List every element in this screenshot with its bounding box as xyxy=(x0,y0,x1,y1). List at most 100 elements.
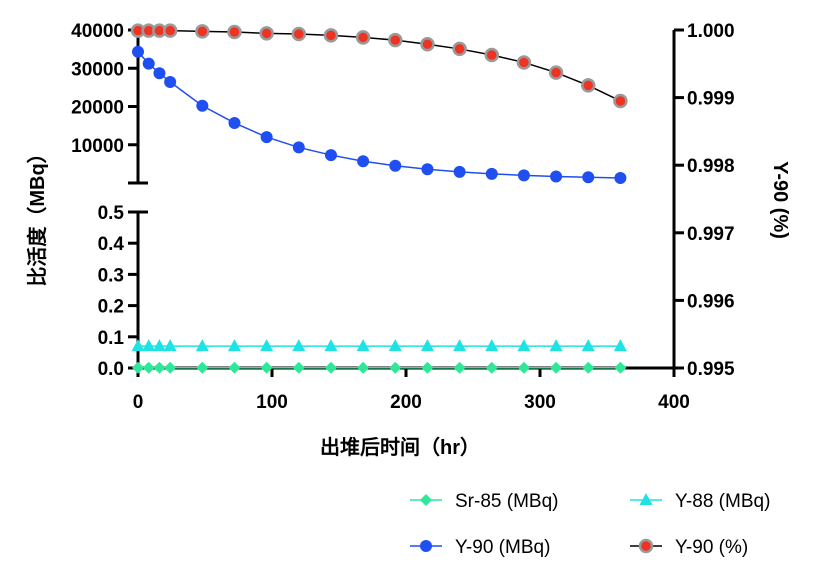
data-point xyxy=(582,361,595,374)
data-point xyxy=(453,339,467,352)
right-y-axis-title: Y-90 (%) xyxy=(769,161,791,239)
data-point xyxy=(164,76,177,89)
legend-marker xyxy=(639,493,653,505)
data-point xyxy=(260,131,273,144)
legend-marker xyxy=(420,494,432,506)
data-point xyxy=(324,149,337,162)
x-tick-label: 0 xyxy=(133,392,144,413)
data-point xyxy=(516,55,532,70)
left-lower-tick-label: 0.3 xyxy=(98,265,124,286)
data-point xyxy=(142,57,155,70)
data-point xyxy=(517,169,530,182)
right-tick-label: 0.997 xyxy=(687,224,735,245)
left-lower-tick-label: 0.4 xyxy=(98,234,125,255)
data-point xyxy=(614,361,627,374)
tick-labels: 0 100 200 300 400 10000 20000 30000 40000 0.0 0.1 0… xyxy=(71,21,735,413)
left-upper-tick-label: 40000 xyxy=(71,21,124,42)
data-point xyxy=(420,339,434,352)
x-tick-label: 100 xyxy=(256,392,288,413)
data-point xyxy=(582,171,595,184)
left-upper-tick-label: 10000 xyxy=(71,136,124,157)
data-point xyxy=(260,361,273,374)
right-tick-label: 0.996 xyxy=(687,291,735,312)
data-point xyxy=(196,99,209,112)
legend-label: Sr-85 (MBq) xyxy=(455,491,558,512)
x-tick-label: 200 xyxy=(390,392,422,413)
legend-label: Y-90 (%) xyxy=(675,537,748,558)
data-point xyxy=(292,339,306,352)
data-point xyxy=(517,361,530,374)
right-tick-label: 0.998 xyxy=(687,156,735,177)
data-point xyxy=(453,165,466,178)
data-point xyxy=(421,361,434,374)
data-point xyxy=(292,361,305,374)
data-point xyxy=(580,78,596,93)
data-point xyxy=(153,67,166,80)
data-point xyxy=(550,361,563,374)
data-point xyxy=(389,159,402,172)
data-point xyxy=(581,339,595,352)
legend: Sr-85 (MBq) Y-88 (MBq) Y-90 (MBq) Y-90 (%) xyxy=(410,491,770,558)
series-y-88-mbq xyxy=(131,339,627,352)
x-axis-title: 出堆后时间（hr） xyxy=(320,435,480,459)
series-line xyxy=(138,29,621,102)
series-y-90 xyxy=(130,23,628,109)
axes xyxy=(128,28,684,377)
data-point xyxy=(259,26,274,41)
data-point xyxy=(356,339,370,352)
data-point xyxy=(388,339,402,352)
data-point xyxy=(420,36,435,52)
data-point xyxy=(484,47,500,63)
legend-marker xyxy=(638,538,654,554)
right-tick-label: 0.995 xyxy=(687,359,735,380)
data-point xyxy=(132,361,144,374)
data-point xyxy=(614,172,627,185)
legend-item: Y-90 (MBq) xyxy=(410,537,550,558)
data-point xyxy=(452,41,467,57)
data-point xyxy=(388,32,403,48)
data-point xyxy=(291,26,307,42)
x-tick-label: 300 xyxy=(524,392,556,413)
right-tick-label: 0.999 xyxy=(687,89,735,110)
data-point xyxy=(613,93,628,109)
data-point xyxy=(153,361,166,374)
data-point xyxy=(549,339,563,352)
legend-item: Sr-85 (MBq) xyxy=(410,491,558,512)
data-point xyxy=(485,167,498,180)
data-point xyxy=(163,339,177,352)
data-point xyxy=(227,24,242,40)
data-point xyxy=(548,65,564,80)
series-y-90-mbq xyxy=(132,45,627,185)
data-point xyxy=(228,361,241,374)
left-lower-tick-label: 0.1 xyxy=(98,328,125,349)
data-point xyxy=(485,339,499,352)
data-point xyxy=(550,170,563,183)
data-point xyxy=(292,141,305,154)
data-point xyxy=(260,339,274,352)
data-point xyxy=(355,30,371,45)
series-layer xyxy=(130,23,628,374)
legend-item: Y-88 (MBq) xyxy=(630,491,770,512)
legend-item: Y-90 (%) xyxy=(630,537,748,558)
data-point xyxy=(324,361,337,374)
legend-label: Y-90 (MBq) xyxy=(455,537,550,558)
data-point xyxy=(485,361,498,374)
data-point xyxy=(142,361,155,374)
data-point xyxy=(421,163,434,176)
data-point xyxy=(142,339,156,352)
data-point xyxy=(132,45,144,58)
data-point xyxy=(152,339,166,352)
data-point xyxy=(357,361,370,374)
data-point xyxy=(162,23,178,38)
left-upper-tick-label: 20000 xyxy=(71,98,124,119)
left-y-axis-title: 比活度（MBq） xyxy=(25,143,49,286)
legend-marker xyxy=(420,540,432,552)
data-point xyxy=(228,116,241,129)
left-lower-tick-label: 0.2 xyxy=(98,297,124,318)
data-point xyxy=(389,361,402,374)
x-tick-label: 400 xyxy=(658,392,690,413)
left-lower-tick-label: 0.5 xyxy=(98,203,125,224)
data-point xyxy=(613,339,627,352)
data-point xyxy=(324,339,338,352)
